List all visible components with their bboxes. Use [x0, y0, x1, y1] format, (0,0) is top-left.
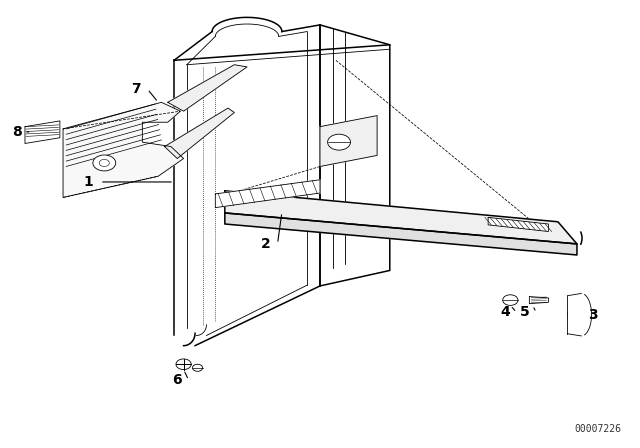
Text: 1: 1 [84, 175, 93, 189]
Polygon shape [25, 121, 60, 143]
Polygon shape [174, 25, 320, 348]
Circle shape [502, 295, 518, 306]
Polygon shape [488, 217, 548, 232]
Circle shape [93, 155, 116, 171]
Polygon shape [320, 116, 377, 167]
Text: 7: 7 [131, 82, 141, 96]
Circle shape [328, 134, 351, 150]
Text: 8: 8 [13, 125, 22, 139]
Text: 2: 2 [261, 237, 271, 251]
Polygon shape [168, 65, 247, 111]
Polygon shape [63, 102, 184, 198]
Polygon shape [529, 297, 548, 304]
Polygon shape [225, 191, 577, 244]
Text: 6: 6 [172, 373, 182, 387]
Circle shape [99, 159, 109, 167]
Text: 00007226: 00007226 [574, 424, 621, 434]
Polygon shape [215, 180, 320, 207]
Circle shape [193, 364, 203, 371]
Circle shape [176, 359, 191, 370]
Text: 4: 4 [500, 306, 510, 319]
Polygon shape [164, 108, 234, 159]
Text: 3: 3 [588, 308, 598, 322]
Polygon shape [320, 25, 390, 286]
Text: 5: 5 [520, 306, 530, 319]
Polygon shape [225, 213, 577, 255]
